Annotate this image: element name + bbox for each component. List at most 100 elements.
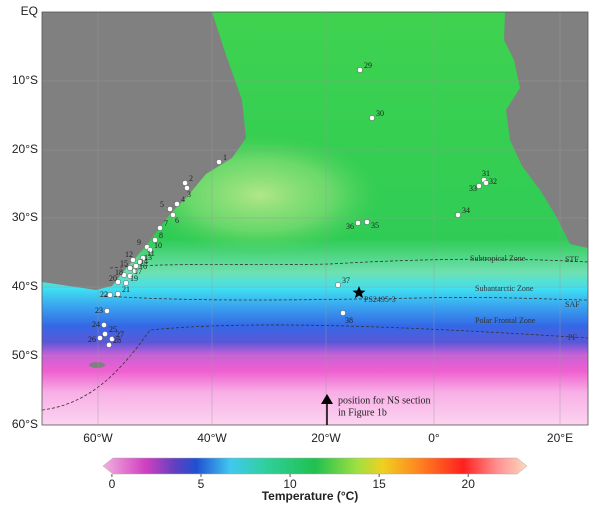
station-label: 7	[164, 219, 168, 228]
station	[106, 342, 112, 348]
station-label: 33	[469, 184, 477, 193]
zone-label: Subantarctic Zone	[475, 284, 534, 293]
annotation: position for NS section	[338, 395, 431, 406]
station-label: 31	[482, 169, 490, 178]
y-axis-label: 40°S	[12, 279, 38, 293]
station	[107, 292, 113, 298]
station-label: 37	[342, 276, 350, 285]
overlay: EQ 10°S 20°S 30°S 40°S 50°S 60°S 60°W 40°W 20°W 0°…	[12, 4, 588, 503]
station-label: 2	[189, 174, 193, 183]
south-america	[42, 12, 246, 290]
station-label: 6	[175, 216, 179, 225]
station	[137, 259, 143, 265]
x-axis-label: 20°E	[547, 431, 573, 445]
core-star	[352, 286, 366, 299]
station	[147, 247, 153, 253]
front-label: PF	[568, 333, 577, 342]
colorbar-label: Temperature (°C)	[262, 489, 359, 503]
station-label: 26	[88, 335, 96, 344]
station	[104, 308, 110, 314]
station-label: 10	[154, 241, 162, 250]
colorbar-tick-label: 15	[372, 477, 386, 491]
colorbar-tick-label: 5	[198, 477, 205, 491]
station	[157, 225, 163, 231]
station-label: 23	[95, 306, 103, 315]
station-label: 16	[139, 262, 147, 271]
station	[127, 265, 133, 271]
station	[167, 206, 173, 212]
station	[455, 212, 461, 218]
y-axis-label: EQ	[21, 4, 38, 18]
station	[115, 279, 121, 285]
station-label: 28	[113, 336, 121, 345]
station-label: 24	[92, 320, 100, 329]
station-label: 36	[346, 222, 354, 231]
station-label: 1	[223, 153, 227, 162]
station	[364, 219, 370, 225]
station	[109, 336, 115, 342]
core-label: PS2495-3	[364, 295, 396, 304]
station-label: 11	[147, 249, 155, 258]
station-label: 9	[137, 238, 141, 247]
station-label: 20	[109, 274, 117, 283]
station	[102, 331, 108, 337]
station	[132, 268, 138, 274]
station-label: 34	[462, 206, 470, 215]
zone-label: Polar Frontal Zone	[475, 316, 536, 325]
station-label: 29	[364, 61, 372, 70]
station-label: 14	[140, 257, 148, 266]
station	[140, 255, 146, 261]
station	[170, 212, 176, 218]
front-label: SAF	[565, 300, 580, 309]
station-label: 15	[120, 259, 128, 268]
station-label: 17	[134, 267, 142, 276]
colorbar-tick-label: 20	[462, 477, 476, 491]
station	[115, 291, 121, 297]
station-label: 13	[144, 253, 152, 262]
station	[127, 273, 133, 279]
falklands	[89, 362, 105, 368]
y-axis-label: 50°S	[12, 348, 38, 362]
x-axis-label: 20°W	[311, 431, 341, 445]
stf-line	[109, 258, 588, 269]
station-label: 8	[159, 231, 163, 240]
station-label: 4	[181, 195, 185, 204]
station	[184, 185, 190, 191]
station	[121, 272, 127, 278]
station-label: 38	[345, 316, 353, 325]
front-label: STF	[565, 255, 579, 264]
colorbar-tick-label: 10	[283, 477, 297, 491]
station	[152, 237, 158, 243]
station	[357, 67, 363, 73]
station-label: 22	[100, 290, 108, 299]
y-axis-label: 60°S	[12, 417, 38, 431]
station-label: 3	[187, 190, 191, 199]
africa	[504, 12, 588, 248]
station	[476, 183, 482, 189]
saf-line	[103, 295, 588, 301]
fronts	[42, 258, 588, 411]
station	[182, 180, 188, 186]
station-label: 32	[489, 177, 497, 186]
station	[340, 310, 346, 316]
station-label: 21	[122, 285, 130, 294]
station	[483, 180, 489, 186]
station-label: 35	[371, 221, 379, 230]
pf-line	[42, 324, 588, 411]
y-axis-label: 30°S	[12, 210, 38, 224]
station-label: 12	[125, 250, 133, 259]
station	[101, 322, 107, 328]
station	[369, 115, 375, 121]
station-label: 27	[116, 330, 124, 339]
station-label: 18	[115, 268, 123, 277]
station	[130, 257, 136, 263]
map	[42, 12, 588, 425]
station	[123, 280, 129, 286]
y-axis-label: 10°S	[12, 73, 38, 87]
zone-label: Subtropical Zone	[470, 254, 526, 263]
x-axis-label: 40°W	[197, 431, 227, 445]
station-label: 19	[130, 274, 138, 283]
station-label: 25	[109, 325, 117, 334]
station	[174, 201, 180, 207]
